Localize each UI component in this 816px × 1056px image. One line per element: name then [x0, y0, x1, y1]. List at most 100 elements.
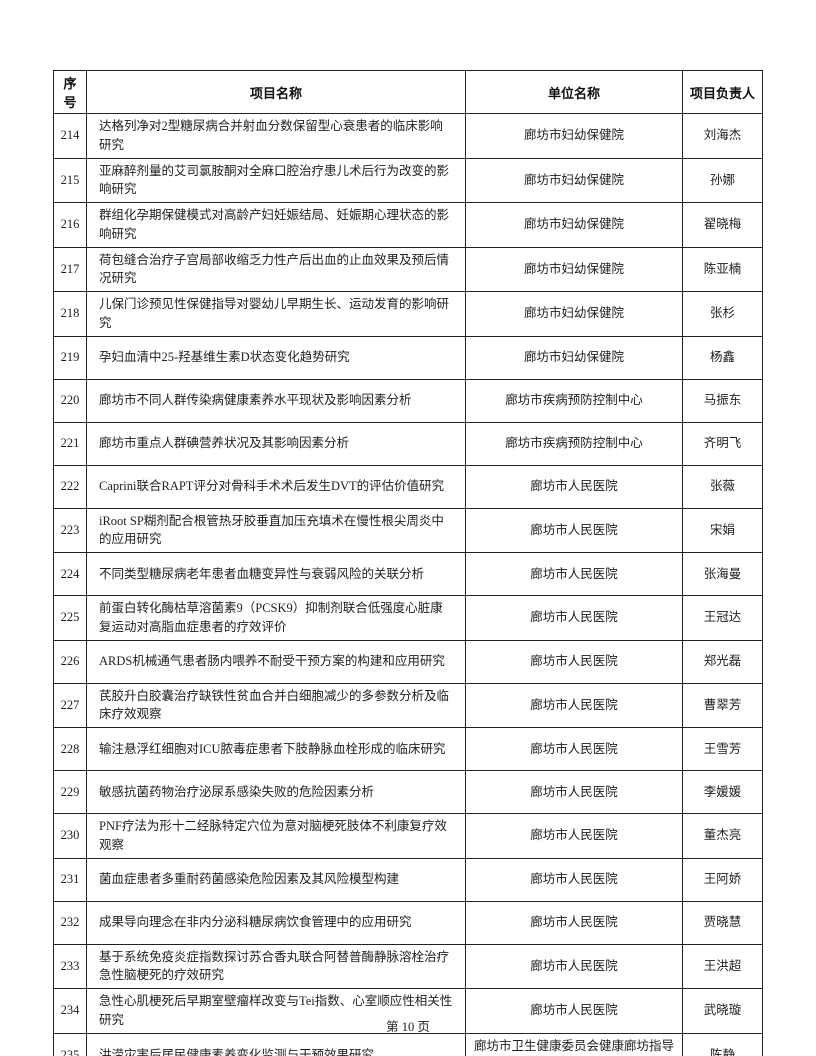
table-row: 231 菌血症患者多重耐药菌感染危险因素及其风险模型构建 廊坊市人民医院 王阿娇 — [53, 857, 763, 902]
table-row: 216 群组化孕期保健模式对高龄产妇妊娠结局、妊娠期心理状态的影响研究 廊坊市妇… — [53, 202, 763, 248]
row-unit-name: 廊坊市妇幼保健院 — [465, 113, 683, 159]
row-serial-number: 234 — [53, 988, 87, 1034]
table-row: 218 儿保门诊预见性保健指导对婴幼儿早期生长、运动发育的影响研究 廊坊市妇幼保… — [53, 291, 763, 337]
row-serial-number: 221 — [53, 421, 87, 466]
table-row: 215 亚麻醉剂量的艾司氯胺酮对全麻口腔治疗患儿术后行为改变的影响研究 廊坊市妇… — [53, 157, 763, 203]
row-unit-name: 廊坊市人民医院 — [465, 639, 683, 684]
table-row: 221 廊坊市重点人群碘营养状况及其影响因素分析 廊坊市疾病预防控制中心 齐明飞 — [53, 421, 763, 466]
row-project-name: iRoot SP糊剂配合根管热牙胶垂直加压充填术在慢性根尖周炎中的应用研究 — [86, 507, 466, 553]
row-project-leader: 王洪超 — [682, 943, 763, 989]
row-project-leader: 宋娟 — [682, 507, 763, 553]
row-unit-name: 廊坊市人民医院 — [465, 988, 683, 1034]
row-project-leader: 齐明飞 — [682, 421, 763, 466]
row-serial-number: 228 — [53, 727, 87, 771]
row-project-name: 达格列净对2型糖尿病合并射血分数保留型心衰患者的临床影响研究 — [86, 113, 466, 159]
row-serial-number: 227 — [53, 682, 87, 728]
row-serial-number: 219 — [53, 335, 87, 380]
row-project-leader: 陈亚楠 — [682, 246, 763, 292]
row-project-name: 荷包缝合治疗子宫局部收缩乏力性产后出血的止血效果及预后情况研究 — [86, 246, 466, 292]
row-project-name: 亚麻醉剂量的艾司氯胺酮对全麻口腔治疗患儿术后行为改变的影响研究 — [86, 157, 466, 203]
row-project-leader: 郑光磊 — [682, 639, 763, 684]
row-unit-name: 廊坊市人民医院 — [465, 464, 683, 509]
row-unit-name: 廊坊市人民医院 — [465, 682, 683, 728]
row-serial-number: 218 — [53, 291, 87, 337]
table-row: 220 廊坊市不同人群传染病健康素养水平现状及影响因素分析 廊坊市疾病预防控制中… — [53, 378, 763, 423]
table-row: 227 芪胶升白胶囊治疗缺铁性贫血合并白细胞减少的多参数分析及临床疗效观察 廊坊… — [53, 682, 763, 728]
row-unit-name: 廊坊市妇幼保健院 — [465, 202, 683, 248]
row-serial-number: 232 — [53, 900, 87, 945]
table-row: 232 成果导向理念在非内分泌科糖尿病饮食管理中的应用研究 廊坊市人民医院 贾晓… — [53, 900, 763, 945]
row-unit-name: 廊坊市人民医院 — [465, 943, 683, 989]
row-unit-name: 廊坊市人民医院 — [465, 857, 683, 902]
row-project-leader: 刘海杰 — [682, 113, 763, 159]
row-project-name: 急性心肌梗死后早期室壁瘤样改变与Tei指数、心室顺应性相关性研究 — [86, 988, 466, 1034]
project-table-body: 214 达格列净对2型糖尿病合并射血分数保留型心衰患者的临床影响研究 廊坊市妇幼… — [53, 113, 763, 1056]
row-serial-number: 220 — [53, 378, 87, 423]
header-serial-number: 序号 — [53, 70, 87, 114]
row-project-leader: 杨鑫 — [682, 335, 763, 380]
row-serial-number: 231 — [53, 857, 87, 902]
table-row: 229 敏感抗菌药物治疗泌尿系感染失败的危险因素分析 廊坊市人民医院 李媛媛 — [53, 770, 763, 814]
row-unit-name: 廊坊市人民医院 — [465, 900, 683, 945]
table-row: 226 ARDS机械通气患者肠内喂养不耐受干预方案的构建和应用研究 廊坊市人民医… — [53, 639, 763, 684]
row-project-name: 菌血症患者多重耐药菌感染危险因素及其风险模型构建 — [86, 857, 466, 902]
row-project-leader: 王冠达 — [682, 595, 763, 641]
row-project-leader: 曹翠芳 — [682, 682, 763, 728]
row-unit-name: 廊坊市人民医院 — [465, 770, 683, 814]
row-project-name: Caprini联合RAPT评分对骨科手术术后发生DVT的评估价值研究 — [86, 464, 466, 509]
row-serial-number: 216 — [53, 202, 87, 248]
row-serial-number: 217 — [53, 246, 87, 292]
row-unit-name: 廊坊市妇幼保健院 — [465, 335, 683, 380]
table-row: 225 前蛋白转化酶枯草溶菌素9（PCSK9）抑制剂联合低强度心脏康复运动对高脂… — [53, 595, 763, 641]
row-project-leader: 武晓璇 — [682, 988, 763, 1034]
row-project-leader: 马振东 — [682, 378, 763, 423]
table-row: 230 PNF疗法为形十二经脉特定穴位为意对脑梗死肢体不利康复疗效观察 廊坊市人… — [53, 813, 763, 859]
row-project-name: 孕妇血清中25-羟基维生素D状态变化趋势研究 — [86, 335, 466, 380]
row-unit-name: 廊坊市卫生健康委员会健康廊坊指导中心 — [465, 1032, 683, 1056]
row-unit-name: 廊坊市疾病预防控制中心 — [465, 421, 683, 466]
row-unit-name: 廊坊市人民医院 — [465, 727, 683, 771]
row-unit-name: 廊坊市人民医院 — [465, 552, 683, 596]
row-project-leader: 李媛媛 — [682, 770, 763, 814]
row-unit-name: 廊坊市人民医院 — [465, 507, 683, 553]
row-project-leader: 张海曼 — [682, 552, 763, 596]
row-serial-number: 230 — [53, 813, 87, 859]
row-unit-name: 廊坊市人民医院 — [465, 813, 683, 859]
row-project-leader: 翟晓梅 — [682, 202, 763, 248]
row-project-leader: 张薇 — [682, 464, 763, 509]
row-project-leader: 贾晓慧 — [682, 900, 763, 945]
table-row: 214 达格列净对2型糖尿病合并射血分数保留型心衰患者的临床影响研究 廊坊市妇幼… — [53, 113, 763, 159]
row-unit-name: 廊坊市人民医院 — [465, 595, 683, 641]
row-serial-number: 223 — [53, 507, 87, 553]
table-row: 222 Caprini联合RAPT评分对骨科手术术后发生DVT的评估价值研究 廊… — [53, 464, 763, 509]
table-row: 223 iRoot SP糊剂配合根管热牙胶垂直加压充填术在慢性根尖周炎中的应用研… — [53, 507, 763, 553]
row-serial-number: 224 — [53, 552, 87, 596]
header-project-leader: 项目负责人 — [682, 70, 763, 114]
row-serial-number: 233 — [53, 943, 87, 989]
table-row: 224 不同类型糖尿病老年患者血糖变异性与衰弱风险的关联分析 廊坊市人民医院 张… — [53, 552, 763, 596]
row-serial-number: 225 — [53, 595, 87, 641]
row-project-leader: 王阿娇 — [682, 857, 763, 902]
table-header-row: 序号 项目名称 单位名称 项目负责人 — [53, 70, 763, 114]
project-list-table: 序号 项目名称 单位名称 项目负责人 214 达格列净对2型糖尿病合并射血分数保… — [53, 70, 763, 1056]
row-project-name: 洪涝灾害后居民健康素养变化监测与干预效果研究 — [86, 1032, 466, 1056]
row-serial-number: 229 — [53, 770, 87, 814]
table-row: 219 孕妇血清中25-羟基维生素D状态变化趋势研究 廊坊市妇幼保健院 杨鑫 — [53, 335, 763, 380]
row-serial-number: 214 — [53, 113, 87, 159]
row-unit-name: 廊坊市妇幼保健院 — [465, 291, 683, 337]
row-unit-name: 廊坊市妇幼保健院 — [465, 246, 683, 292]
row-project-name: 儿保门诊预见性保健指导对婴幼儿早期生长、运动发育的影响研究 — [86, 291, 466, 337]
row-project-leader: 王雪芳 — [682, 727, 763, 771]
row-project-name: 成果导向理念在非内分泌科糖尿病饮食管理中的应用研究 — [86, 900, 466, 945]
row-project-name: 前蛋白转化酶枯草溶菌素9（PCSK9）抑制剂联合低强度心脏康复运动对高脂血症患者… — [86, 595, 466, 641]
header-unit-name: 单位名称 — [465, 70, 683, 114]
row-project-name: 基于系统免疫炎症指数探讨苏合香丸联合阿替普酶静脉溶栓治疗急性脑梗死的疗效研究 — [86, 943, 466, 989]
row-unit-name: 廊坊市疾病预防控制中心 — [465, 378, 683, 423]
row-project-leader: 张杉 — [682, 291, 763, 337]
row-project-name: 输注悬浮红细胞对ICU脓毒症患者下肢静脉血栓形成的临床研究 — [86, 727, 466, 771]
row-project-leader: 董杰亮 — [682, 813, 763, 859]
row-serial-number: 226 — [53, 639, 87, 684]
row-project-name: PNF疗法为形十二经脉特定穴位为意对脑梗死肢体不利康复疗效观察 — [86, 813, 466, 859]
row-project-leader: 陈静 — [682, 1032, 763, 1056]
